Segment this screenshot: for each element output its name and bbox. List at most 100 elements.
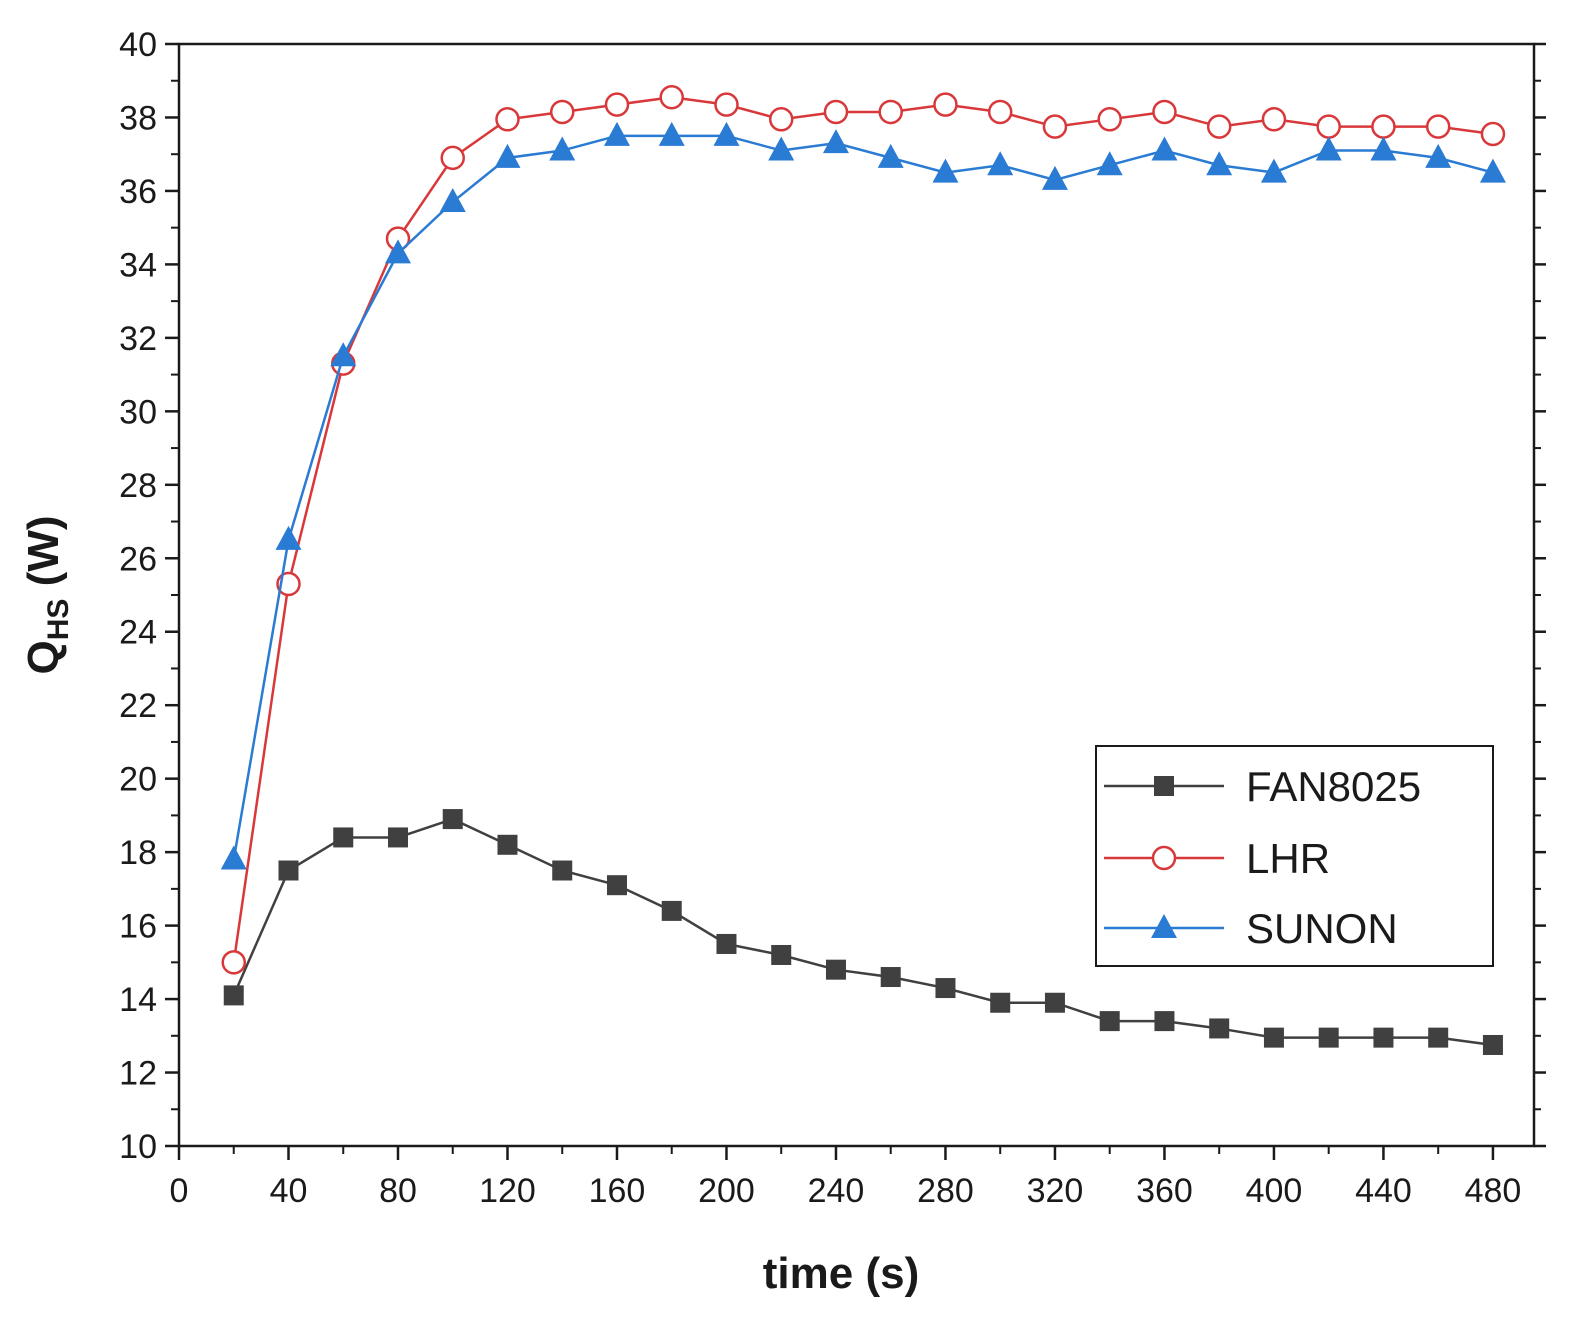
data-point-sunon [1479, 158, 1506, 183]
legend-label-fan8025: FAN8025 [1246, 763, 1421, 810]
data-point-sunon [494, 143, 521, 168]
data-point-fan8025 [223, 985, 244, 1006]
y-tick-label: 30 [119, 393, 157, 431]
x-tick-label: 480 [1465, 1172, 1522, 1210]
data-point-fan8025 [825, 959, 846, 980]
legend-label-lhr: LHR [1246, 835, 1330, 882]
x-tick-label: 240 [808, 1172, 865, 1210]
data-point-fan8025 [1482, 1034, 1503, 1055]
y-tick-label: 22 [119, 687, 157, 725]
data-point-sunon [768, 136, 795, 161]
data-point-sunon [1041, 165, 1068, 190]
x-tick-label: 400 [1246, 1172, 1303, 1210]
data-point-lhr [659, 85, 684, 110]
data-point-lhr [549, 99, 575, 125]
data-point-fan8025 [333, 827, 354, 848]
data-point-sunon [1151, 136, 1178, 161]
data-point-lhr [1316, 114, 1341, 139]
y-axis-title-unit: (W) [19, 516, 68, 599]
data-point-fan8025 [1044, 992, 1065, 1013]
data-point-sunon [1206, 151, 1233, 176]
data-point-fan8025 [880, 967, 901, 988]
data-point-fan8025 [606, 875, 627, 896]
data-point-sunon [658, 121, 685, 146]
data-point-sunon [330, 342, 357, 367]
data-point-fan8025 [1099, 1011, 1120, 1032]
data-point-sunon [220, 845, 247, 870]
y-tick-labels: 10 12 14 16 18 20 22 24 26 28 30 32 34 36 38 40 [119, 26, 157, 1166]
x-tick-label: 440 [1355, 1172, 1412, 1210]
data-point-sunon [1260, 158, 1287, 183]
data-point-fan8025 [935, 978, 956, 999]
data-point-lhr [604, 92, 630, 117]
data-point-sunon [603, 121, 630, 146]
data-point-sunon [439, 187, 466, 212]
data-point-fan8025 [1263, 1027, 1284, 1048]
x-tick-label: 0 [170, 1172, 189, 1210]
legend-label-sunon: SUNON [1246, 905, 1398, 952]
data-point-sunon [549, 136, 576, 161]
y-tick-label: 18 [119, 834, 157, 872]
legend-item-lhr: LHR [1104, 835, 1330, 882]
data-point-fan8025 [661, 900, 682, 921]
data-point-lhr [1425, 114, 1451, 139]
plot-frame [177, 42, 1536, 1148]
y-tick-label: 28 [119, 467, 157, 505]
data-point-sunon [713, 121, 740, 146]
axis-ticks [165, 42, 1546, 1160]
data-point-sunon [275, 525, 302, 550]
y-tick-label: 12 [119, 1055, 157, 1093]
data-point-lhr [823, 99, 849, 125]
data-point-sunon [822, 129, 849, 154]
data-point-lhr [495, 107, 520, 132]
data-point-lhr [933, 92, 958, 117]
data-point-fan8025 [716, 933, 737, 954]
legend-item-sunon: SUNON [1104, 905, 1398, 952]
x-tick-labels: 0 40 80 120 160 200 240 280 320 360 400 440 480 [170, 1172, 1522, 1210]
data-point-fan8025 [771, 944, 792, 965]
data-point-fan8025 [1318, 1027, 1339, 1048]
legend-item-fan8025: FAN8025 [1104, 763, 1421, 810]
legend-marker-sunon [1151, 914, 1177, 938]
y-axis-title-sub: HS [42, 599, 75, 641]
data-point-fan8025 [278, 860, 299, 881]
y-tick-label: 40 [119, 26, 157, 64]
y-axis-title-main: Q [19, 640, 68, 674]
x-tick-label: 40 [270, 1172, 308, 1210]
data-point-sunon [877, 143, 904, 168]
data-point-fan8025 [442, 809, 463, 830]
data-point-fan8025 [552, 860, 573, 881]
data-point-fan8025 [387, 827, 408, 848]
y-tick-label: 14 [119, 981, 157, 1019]
data-point-fan8025 [497, 834, 518, 855]
y-tick-label: 26 [119, 540, 157, 578]
data-point-fan8025 [990, 992, 1011, 1013]
data-point-fan8025 [1428, 1027, 1449, 1048]
y-tick-label: 10 [119, 1128, 157, 1166]
data-point-lhr [221, 950, 246, 975]
x-tick-label: 160 [589, 1172, 646, 1210]
data-point-lhr [1261, 107, 1287, 132]
data-point-sunon [1370, 136, 1397, 161]
data-point-sunon [1425, 143, 1452, 168]
data-point-fan8025 [1373, 1027, 1394, 1048]
legend-marker-fan8025 [1154, 776, 1174, 796]
y-tick-label: 24 [119, 614, 157, 652]
y-tick-label: 32 [119, 320, 157, 358]
y-tick-label: 16 [119, 908, 157, 946]
data-point-fan8025 [1154, 1011, 1175, 1032]
data-point-lhr [1042, 114, 1068, 139]
data-point-lhr [1206, 114, 1232, 139]
data-point-lhr [1152, 99, 1177, 125]
x-tick-label: 120 [479, 1172, 536, 1210]
y-tick-label: 38 [119, 99, 157, 137]
data-point-lhr [714, 92, 739, 117]
series-layer [220, 85, 1506, 1055]
data-point-lhr [878, 99, 903, 125]
x-tick-label: 360 [1136, 1172, 1193, 1210]
data-point-sunon [987, 151, 1014, 176]
data-point-sunon [384, 239, 411, 264]
x-tick-label: 280 [917, 1172, 974, 1210]
legend-entries: FAN8025 LHR SUNON [1104, 763, 1421, 952]
x-tick-label: 320 [1027, 1172, 1084, 1210]
